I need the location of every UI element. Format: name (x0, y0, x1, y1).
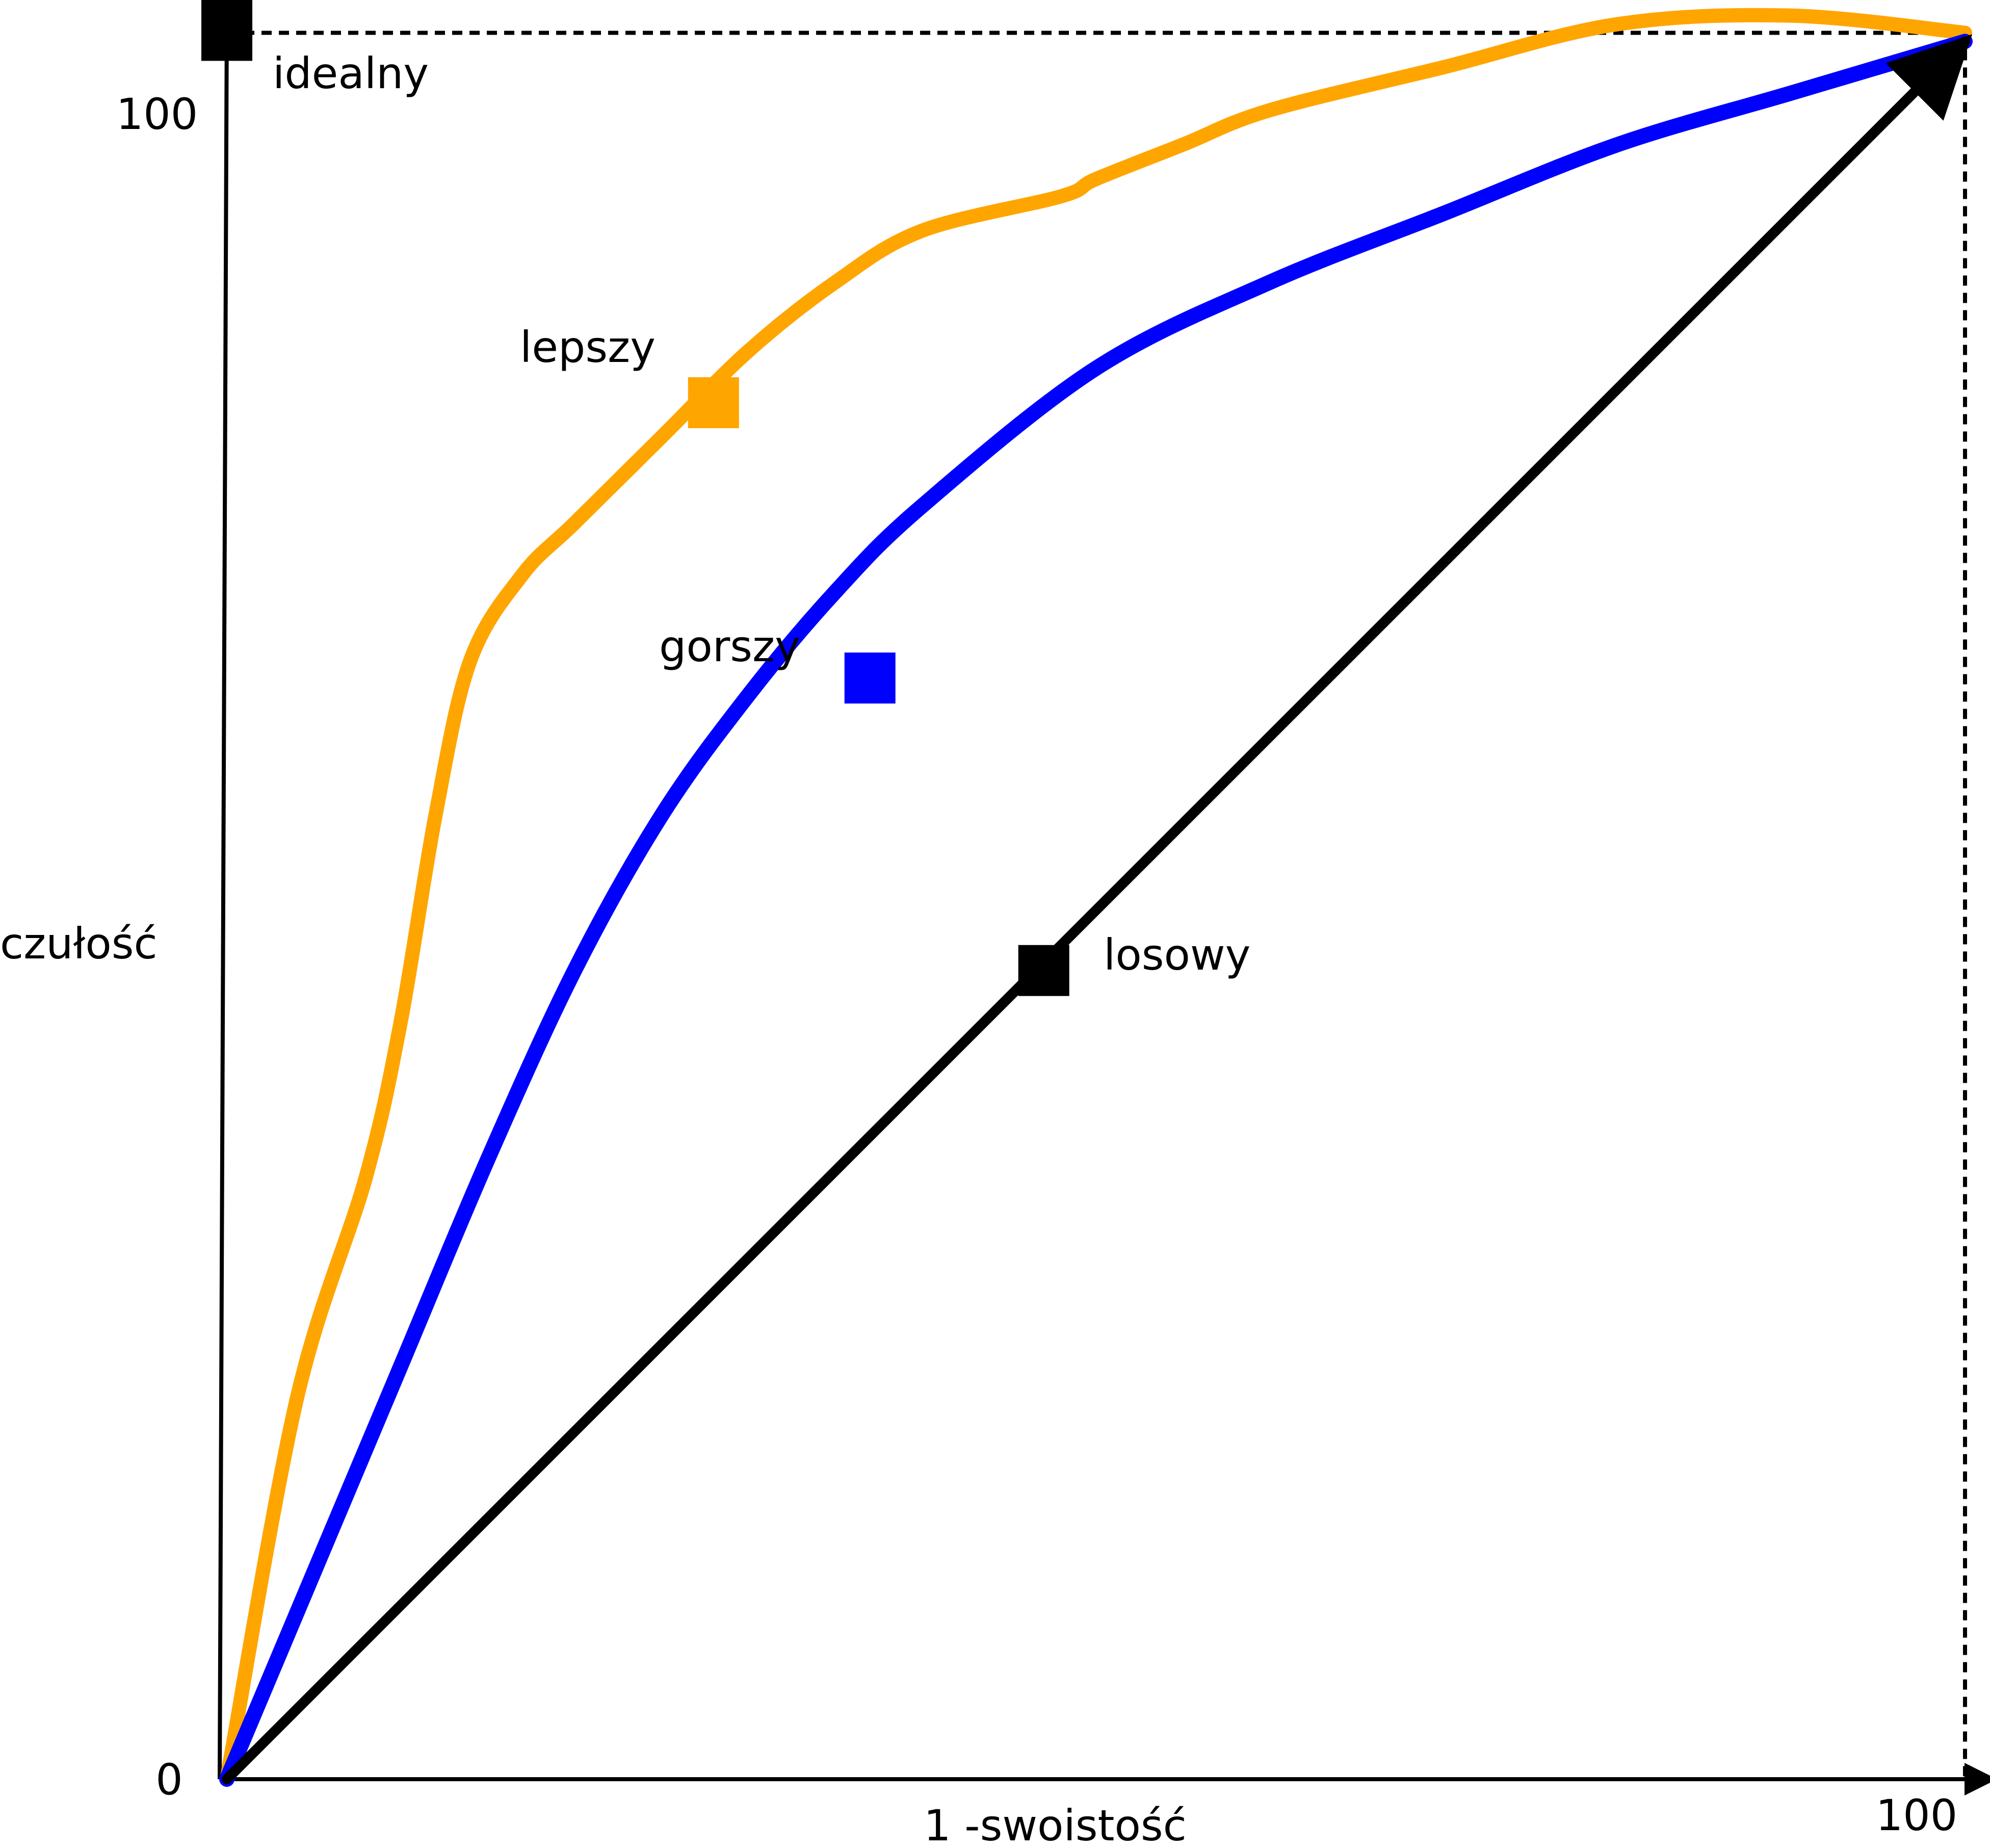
y-axis-title: czułość (0, 919, 158, 969)
x-tick-label-100: 100 (1876, 1790, 1957, 1840)
series-label-lepszy: lepszy (520, 322, 656, 372)
series-label-losowy: losowy (1104, 930, 1250, 980)
ideal-point-marker (201, 0, 252, 61)
y-axis-line (210, 11, 243, 1780)
series-label-gorszy: gorszy (659, 621, 800, 671)
series-marker-losowy (1018, 945, 1069, 996)
y-tick-label-100: 100 (116, 89, 198, 139)
series-line-losowy (222, 34, 1973, 1784)
series-marker-gorszy (844, 653, 896, 704)
x-tick-label-0: 0 (155, 1755, 182, 1805)
series-layer (219, 8, 1973, 1787)
series-marker-lepszy (688, 377, 739, 428)
axes (210, 11, 1990, 1795)
ideal-guide-lines (227, 31, 1967, 1779)
markers-layer (201, 0, 1069, 996)
series-line-gorszy (219, 34, 1973, 1787)
x-axis-title: 1 -swoistość (924, 1801, 1187, 1848)
ideal-point-label: idealny (273, 48, 429, 98)
series-line-lepszy (220, 8, 1972, 1786)
